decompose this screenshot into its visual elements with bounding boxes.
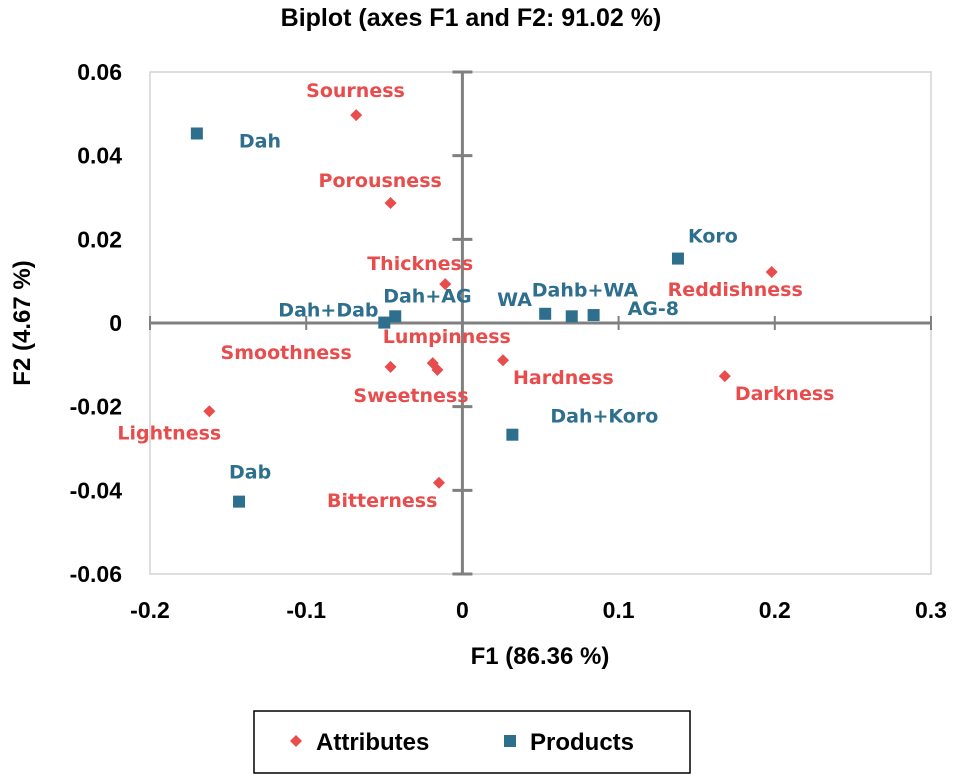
x-axis-label: F1 (86.36 %) [471,643,610,670]
attributes-label-sweetness: Sweetness [353,385,468,407]
y-tick-label: 0 [109,310,122,336]
attributes-label-lightness: Lightness [117,422,221,444]
attributes-label-darkness: Darkness [735,383,835,405]
x-tick-label: 0.1 [603,597,635,623]
products-label-wa: WA [497,289,532,311]
product-point-ag-8 [587,309,600,322]
products-label-dah-dab: Dah+Dab [278,300,378,322]
legend-label-products: Products [530,729,634,756]
y-axis-label: F2 (4.67 %) [9,260,36,385]
product-point-dah-koro [506,428,519,441]
products-label-dah-koro: Dah+Koro [550,406,658,428]
attribute-point-porousness [384,196,397,209]
legend-box [253,710,691,774]
attribute-point-thickness [439,278,452,291]
x-tick-label: 0.2 [759,597,791,623]
product-point-dahb-wa [565,310,578,323]
y-tick-label: -0.04 [70,477,123,503]
x-tick-label: 0.3 [915,597,947,623]
legend-marker-attributes [290,735,302,747]
attributes-label-bitterness: Bitterness [327,490,437,512]
tick-labels: 0.06 0.04 0.02 0 -0.02 -0.04 -0.06 -0.2 -0.1 0 0.1… [70,59,947,623]
axes [149,70,932,576]
attributes-label-reddishness: Reddishness [668,279,803,301]
products-label-koro: Koro [688,226,738,248]
legend-label-attributes: Attributes [316,729,429,756]
products-label-dah: Dah [239,130,281,152]
attribute-point-darkness [718,370,731,383]
attributes-label-porousness: Porousness [319,170,442,192]
y-tick-label: 0.06 [77,59,122,85]
product-point-dab [233,495,246,508]
x-tick-label: -0.1 [286,597,326,623]
product-point-dah-dab [378,316,391,329]
product-point-dah-ag [389,310,402,323]
attributes-label-lumpinness: Lumpinness [383,326,511,348]
legend: Attributes Products [253,710,691,774]
attribute-point-sweetness [431,363,444,376]
chart-title: Biplot (axes F1 and F2: 91.02 %) [281,4,662,32]
attribute-point-hardness [497,354,510,367]
attribute-point-lightness [203,405,216,418]
attributes-label-smoothness: Smoothness [221,342,352,364]
x-tick-label: -0.2 [130,597,170,623]
attribute-point-smoothness [384,360,397,373]
attribute-point-reddishness [765,265,778,278]
y-tick-label: 0.04 [77,143,122,169]
product-point-koro [671,252,684,265]
x-tick-label: 0 [456,597,469,623]
attributes-label-thickness: Thickness [367,253,473,275]
product-point-wa [539,307,552,320]
products-label-dab: Dab [229,462,271,484]
attribute-point-bitterness [432,476,445,489]
product-point-dah [190,127,203,140]
products-label-dahb-wa: Dahb+WA [532,279,639,301]
data-points: Sourness Porousness Thickness Reddishness Lu… [117,80,834,512]
products-label-dah-ag: Dah+AG [383,285,471,307]
attributes-label-hardness: Hardness [513,367,614,389]
products-label-ag-8: AG-8 [628,298,679,320]
y-tick-label: -0.02 [70,394,122,420]
legend-marker-products [504,735,516,747]
y-tick-label: 0.02 [77,226,122,252]
attributes-label-sourness: Sourness [306,80,405,102]
attribute-point-sourness [350,109,363,122]
y-tick-label: -0.06 [70,561,122,587]
